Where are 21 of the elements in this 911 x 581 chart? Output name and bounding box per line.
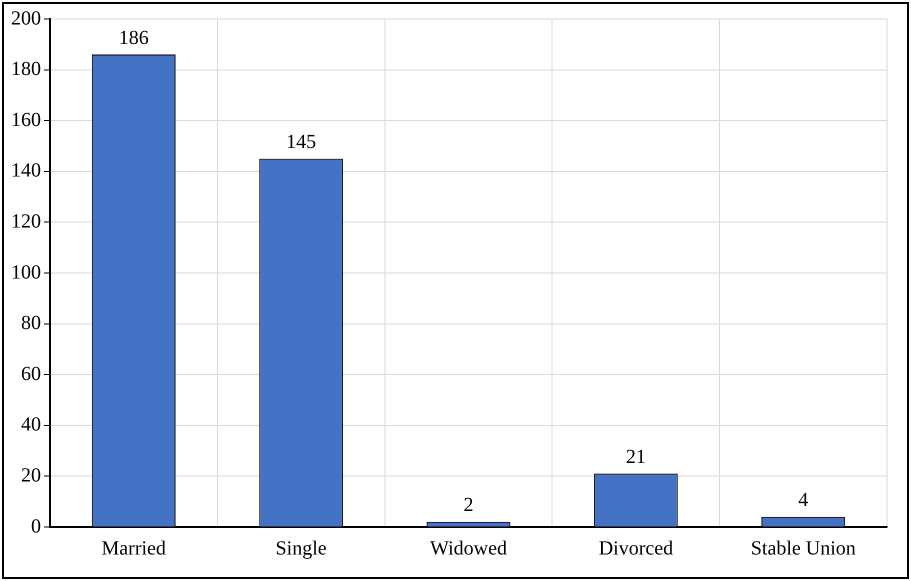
- x-tick-label: Married: [101, 537, 166, 560]
- y-tick-label: 60: [21, 362, 41, 385]
- x-tick-label: Divorced: [598, 537, 674, 560]
- x-tick-label: Single: [276, 537, 327, 560]
- y-tick-label: 80: [21, 312, 41, 334]
- y-tick-label: 0: [31, 515, 41, 538]
- y-tick-label: 140: [11, 160, 41, 182]
- data-label: 2: [464, 494, 474, 516]
- y-tick-label: 160: [11, 108, 41, 131]
- x-tick-label: Stable Union: [750, 537, 856, 560]
- y-tick-label: 200: [11, 7, 41, 30]
- y-tick-label: 20: [21, 464, 41, 486]
- data-label: 186: [118, 26, 149, 49]
- x-tick-label: Widowed: [430, 537, 507, 560]
- data-label: 4: [798, 489, 808, 512]
- y-tick-label: 180: [11, 58, 41, 80]
- y-tick-label: 100: [11, 261, 41, 284]
- y-tick-label: 120: [11, 210, 41, 232]
- data-label: 145: [286, 130, 316, 153]
- y-tick-label: 40: [21, 414, 41, 436]
- data-label: 21: [626, 446, 646, 468]
